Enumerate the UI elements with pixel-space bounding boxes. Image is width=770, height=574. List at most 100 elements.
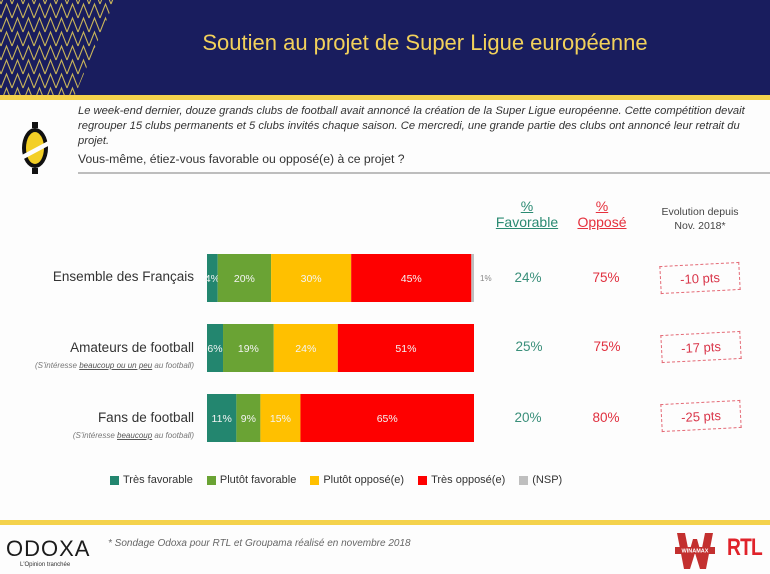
legend-label: Plutôt favorable bbox=[219, 474, 297, 486]
legend-swatch bbox=[519, 475, 529, 485]
winamax-logo-icon: WINAMAX bbox=[675, 533, 715, 569]
chevron-stroke bbox=[33, 2, 46, 19]
bar-data-label-fans-3: 65% bbox=[377, 413, 398, 425]
oppose-pct-symbol: % bbox=[595, 198, 609, 214]
chevron-stroke bbox=[0, 30, 13, 47]
header-accent-bar bbox=[0, 95, 770, 100]
row-sublabel-fans: (S'intéresse beaucoup au football) bbox=[73, 431, 194, 440]
bar-data-label-amateurs-2: 24% bbox=[295, 343, 316, 355]
chevron-stroke bbox=[44, 16, 57, 33]
chevron-stroke bbox=[22, 2, 35, 19]
chevron-stroke bbox=[22, 86, 35, 95]
bar-data-label-ensemble-1: 20% bbox=[234, 273, 255, 285]
chevron-stroke bbox=[44, 30, 57, 47]
chevron-stroke bbox=[66, 58, 79, 75]
favorable-column-header: % Favorable bbox=[492, 198, 562, 230]
chart-legend: Très favorable Plutôt favorable Plutôt o… bbox=[110, 474, 562, 486]
footer-accent-bar bbox=[0, 520, 770, 525]
bar-segment-ensemble-3 bbox=[351, 254, 472, 302]
chevron-stroke bbox=[77, 44, 90, 61]
chevron-stroke bbox=[44, 2, 57, 19]
bar-data-label-amateurs-0: 6% bbox=[207, 343, 222, 355]
chevron-stroke bbox=[55, 58, 68, 75]
legend-item-plutot-favorable: Plutôt favorable bbox=[206, 474, 297, 486]
bar-segment-ensemble-2 bbox=[271, 254, 352, 302]
survey-question: Vous-même, étiez-vous favorable ou oppos… bbox=[78, 152, 405, 166]
chevron-stroke bbox=[11, 58, 24, 75]
chevron-stroke bbox=[33, 16, 46, 33]
legend-item-tres-favorable: Très favorable bbox=[110, 474, 193, 486]
bar-segment-amateurs-1 bbox=[223, 324, 274, 372]
chevron-stroke bbox=[44, 58, 57, 75]
bar-segment-fans-1 bbox=[236, 394, 261, 442]
chevron-stroke bbox=[55, 72, 68, 89]
bar-data-label-amateurs-3: 51% bbox=[395, 343, 416, 355]
bar-data-label-ensemble-2: 30% bbox=[301, 273, 322, 285]
oppose-label: Opposé bbox=[577, 214, 627, 230]
bar-data-label-ensemble-0: 4% bbox=[205, 273, 220, 285]
chevron-stroke bbox=[0, 86, 13, 95]
row-label-amateurs: Amateurs de football bbox=[70, 340, 194, 355]
bar-data-label-amateurs-1: 19% bbox=[238, 343, 259, 355]
legend-swatch bbox=[206, 475, 216, 485]
sublabel-text: (S'intéresse bbox=[35, 361, 80, 370]
sublabel-text: (S'intéresse bbox=[72, 431, 118, 440]
evolution-label-line2: Nov. 2018* bbox=[674, 220, 726, 232]
legend-item-plutot-oppose: Plutôt opposé(e) bbox=[310, 474, 404, 486]
bar-segment-fans-0 bbox=[207, 394, 237, 442]
favorable-value-fans: 20% bbox=[514, 410, 542, 425]
evolution-badge-amateurs: -17 pts bbox=[660, 330, 742, 364]
chevron-stroke bbox=[22, 16, 35, 33]
chevron-stroke bbox=[66, 72, 79, 89]
sublabel-text: au football) bbox=[152, 431, 194, 440]
legend-item-tres-oppose: Très opposé(e) bbox=[418, 474, 505, 486]
oppose-value-ensemble: 75% bbox=[592, 270, 620, 285]
chevron-stroke bbox=[11, 2, 24, 19]
odoxa-logo: ODOXA bbox=[6, 536, 91, 561]
chevron-stroke bbox=[66, 86, 79, 95]
legend-swatch bbox=[310, 475, 320, 485]
oppose-column-header: % Opposé bbox=[572, 198, 632, 230]
chevron-stroke bbox=[0, 72, 13, 89]
chevron-stroke bbox=[33, 44, 46, 61]
chevron-stroke bbox=[77, 30, 90, 47]
bar-data-label-fans-1: 9% bbox=[241, 413, 256, 425]
chevron-stroke bbox=[55, 86, 68, 95]
chevron-stroke bbox=[11, 44, 24, 61]
evolution-badge-ensemble: -10 pts bbox=[659, 261, 741, 295]
evolution-column-header: Evolution depuis Nov. 2018* bbox=[640, 205, 760, 233]
bar-segment-ensemble-0 bbox=[207, 254, 218, 302]
winamax-logo-text: WINAMAX bbox=[682, 549, 709, 555]
oppose-value-amateurs: 75% bbox=[593, 339, 621, 354]
rtl-logo: RTL bbox=[727, 534, 763, 561]
chevron-stroke bbox=[0, 58, 13, 75]
chevron-stroke bbox=[44, 86, 57, 95]
chevron-stroke bbox=[55, 16, 68, 33]
chevron-stroke bbox=[55, 44, 68, 61]
evolution-label-line1: Evolution depuis bbox=[661, 206, 739, 218]
row-sublabel-amateurs: (S'intéresse beaucoup ou un peu au footb… bbox=[35, 361, 194, 370]
chevron-stroke bbox=[11, 16, 24, 33]
chevron-stroke bbox=[33, 58, 46, 75]
source-footnote: * Sondage Odoxa pour RTL et Groupama réa… bbox=[108, 538, 411, 549]
chevron-stroke bbox=[66, 16, 79, 33]
chevron-stroke bbox=[88, 16, 101, 33]
sublabel-underlined: beaucoup bbox=[117, 431, 153, 440]
bar-segment-amateurs-3 bbox=[337, 324, 474, 372]
legend-label: Très favorable bbox=[123, 474, 193, 486]
bar-segment-ensemble-1 bbox=[217, 254, 272, 302]
favorable-pct-symbol: % bbox=[520, 198, 534, 214]
chevron-stroke bbox=[44, 72, 57, 89]
chevron-stroke bbox=[77, 2, 90, 19]
chevron-stroke bbox=[33, 86, 46, 95]
legend-swatch bbox=[110, 475, 119, 485]
legend-label: (NSP) bbox=[532, 474, 563, 486]
bar-segment-amateurs-0 bbox=[207, 324, 224, 372]
chevron-stroke bbox=[0, 44, 13, 61]
sublabel-underlined: beaucoup ou un peu bbox=[79, 361, 153, 370]
context-paragraph: Le week-end dernier, douze grands clubs … bbox=[78, 105, 745, 147]
chevron-stroke bbox=[99, 2, 112, 19]
chevron-stroke bbox=[22, 44, 35, 61]
legend-item-nsp: (NSP) bbox=[519, 474, 562, 486]
